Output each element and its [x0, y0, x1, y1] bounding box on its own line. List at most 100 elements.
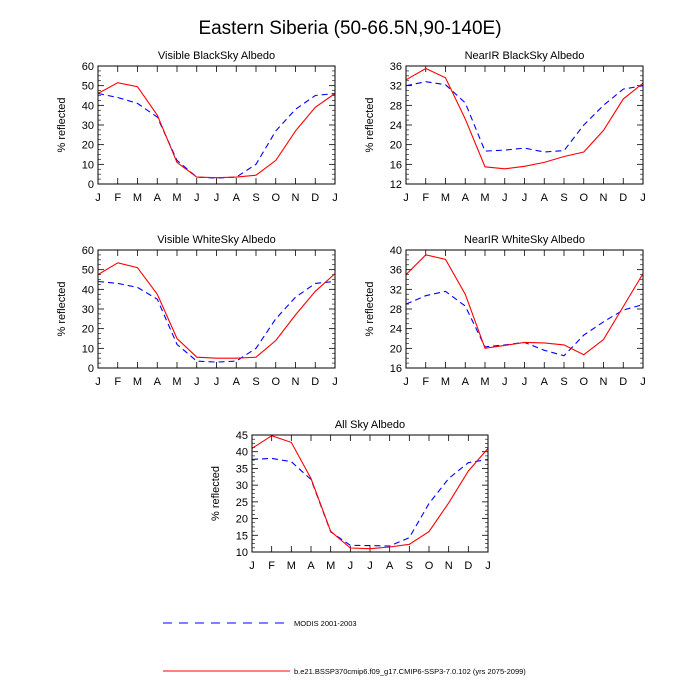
visible-blacksky-albedo-xtick-label: J [214, 192, 220, 204]
legend: MODIS 2001-2003 b.e21.BSSP370cmip6.f09_g… [163, 619, 526, 676]
visible-blacksky-albedo-xtick-label: N [292, 192, 300, 204]
visible-whitesky-albedo-frame [97, 249, 336, 369]
visible-whitesky-albedo-xtick-label: F [114, 376, 121, 388]
nearir-blacksky-albedo-ytick-label: 28 [390, 100, 402, 112]
visible-blacksky-albedo-xtick-label: D [311, 192, 319, 204]
visible-whitesky-albedo-ytick-label: 0 [88, 363, 94, 375]
visible-whitesky-albedo-xtick-label: M [172, 376, 181, 388]
legend-model-label: b.e21.BSSP370cmip6.f09_g17.CMIP6-SSP3-7.… [294, 667, 526, 676]
all-sky-albedo-ytick-label: 45 [236, 430, 248, 442]
nearir-blacksky-albedo-frame [405, 65, 644, 185]
nearir-blacksky-albedo-ytick-label: 24 [390, 120, 402, 132]
nearir-blacksky-albedo-xtick-label: J [403, 192, 409, 204]
nearir-whitesky-albedo-ytick-label: 16 [390, 363, 402, 375]
nearir-whitesky-albedo-xtick-label: M [441, 376, 450, 388]
all-sky-albedo-model-line [251, 435, 489, 550]
all-sky-albedo-xtick-label: S [406, 560, 413, 572]
visible-blacksky-albedo-model-line [97, 82, 336, 179]
nearir-blacksky-albedo-title: NearIR BlackSky Albedo [465, 50, 585, 62]
nearir-whitesky-albedo-modis-line [405, 290, 644, 357]
visible-blacksky-albedo-ytick-label: 10 [82, 159, 94, 171]
visible-whitesky-albedo-xtick-label: O [271, 376, 280, 388]
all-sky-albedo-ytick-label: 10 [236, 547, 248, 559]
nearir-blacksky-albedo-ytick-label: 12 [390, 179, 402, 191]
visible-blacksky-albedo-xtick-label: M [172, 192, 181, 204]
visible-blacksky-albedo-frame [97, 65, 336, 185]
nearir-whitesky-albedo-title: NearIR WhiteSky Albedo [464, 234, 585, 246]
nearir-whitesky-albedo-xtick-label: A [541, 376, 549, 388]
visible-blacksky-albedo-xtick-label: J [194, 192, 200, 204]
nearir-whitesky-albedo-xtick-label: D [619, 376, 627, 388]
visible-whitesky-albedo-xtick-label: A [154, 376, 162, 388]
nearir-blacksky-albedo-xtick-label: M [480, 192, 489, 204]
visible-blacksky-albedo-title: Visible BlackSky Albedo [158, 50, 275, 62]
visible-blacksky-albedo-ytick-label: 30 [82, 120, 94, 132]
all-sky-albedo-frame [251, 434, 489, 553]
visible-whitesky-albedo-ytick-label: 10 [82, 343, 94, 355]
nearir-blacksky-albedo-ylabel: % reflected [364, 97, 376, 152]
visible-whitesky-albedo-model-line [97, 262, 336, 359]
all-sky-albedo-modis-line [251, 457, 489, 547]
legend-modis-label: MODIS 2001-2003 [294, 619, 357, 628]
nearir-blacksky-albedo-model-line [405, 67, 644, 170]
nearir-blacksky-albedo-xtick-label: S [560, 192, 567, 204]
all-sky-albedo-ytick-label: 35 [236, 463, 248, 475]
visible-blacksky-albedo-panel: Visible BlackSky Albedo % reflected 0 10 20 3… [56, 50, 338, 204]
visible-whitesky-albedo-ytick-label: 30 [82, 304, 94, 316]
visible-whitesky-albedo-xtick-label: J [194, 376, 200, 388]
nearir-blacksky-albedo-ytick-label: 20 [390, 140, 402, 152]
visible-whitesky-albedo-xtick-label: D [311, 376, 319, 388]
visible-whitesky-albedo-panel: Visible WhiteSky Albedo % reflected 0 10 20 3… [56, 234, 338, 388]
nearir-whitesky-albedo-ytick-label: 20 [390, 343, 402, 355]
nearir-blacksky-albedo-xtick-label: N [600, 192, 608, 204]
visible-whitesky-albedo-ytick-label: 60 [82, 245, 94, 257]
visible-whitesky-albedo-xtick-label: M [133, 376, 142, 388]
visible-whitesky-albedo-title: Visible WhiteSky Albedo [157, 234, 275, 246]
nearir-whitesky-albedo-frame [405, 249, 644, 369]
nearir-whitesky-albedo-xtick-label: M [480, 376, 489, 388]
all-sky-albedo-xtick-label: J [485, 560, 491, 572]
visible-blacksky-albedo-xtick-label: A [154, 192, 162, 204]
visible-whitesky-albedo-ytick-label: 40 [82, 284, 94, 296]
nearir-whitesky-albedo-xtick-label: F [422, 376, 429, 388]
nearir-blacksky-albedo-xtick-label: F [422, 192, 429, 204]
all-sky-albedo-panel: All Sky Albedo % reflected 10 15 20 25 30 35 40 4… [210, 419, 491, 572]
nearir-whitesky-albedo-xtick-label: A [462, 376, 470, 388]
visible-blacksky-albedo-ytick-label: 60 [82, 61, 94, 73]
nearir-whitesky-albedo-ytick-label: 24 [390, 324, 402, 336]
all-sky-albedo-xtick-label: F [268, 560, 275, 572]
visible-blacksky-albedo-ytick-label: 0 [88, 179, 94, 191]
all-sky-albedo-xtick-label: M [287, 560, 296, 572]
nearir-blacksky-albedo-panel: NearIR BlackSky Albedo % reflected 12 16 20 2… [364, 50, 646, 204]
nearir-whitesky-albedo-xtick-label: J [403, 376, 409, 388]
visible-whitesky-albedo-modis-line [97, 280, 336, 363]
all-sky-albedo-ytick-label: 30 [236, 480, 248, 492]
nearir-blacksky-albedo-ytick-label: 32 [390, 81, 402, 93]
visible-blacksky-albedo-xtick-label: S [252, 192, 259, 204]
visible-blacksky-albedo-ytick-label: 20 [82, 140, 94, 152]
visible-blacksky-albedo-xtick-label: J [332, 192, 338, 204]
visible-whitesky-albedo-xtick-label: S [252, 376, 259, 388]
all-sky-albedo-title: All Sky Albedo [335, 419, 405, 431]
nearir-whitesky-albedo-xtick-label: J [640, 376, 646, 388]
visible-blacksky-albedo-xtick-label: A [233, 192, 241, 204]
all-sky-albedo-ytick-label: 40 [236, 447, 248, 459]
all-sky-albedo-xtick-label: M [326, 560, 335, 572]
all-sky-albedo-xtick-label: D [464, 560, 472, 572]
all-sky-albedo-xtick-label: J [249, 560, 255, 572]
visible-blacksky-albedo-xtick-label: M [133, 192, 142, 204]
nearir-blacksky-albedo-modis-line [405, 81, 644, 153]
all-sky-albedo-xtick-label: O [425, 560, 434, 572]
nearir-whitesky-albedo-ytick-label: 32 [390, 284, 402, 296]
visible-whitesky-albedo-xtick-label: J [332, 376, 338, 388]
all-sky-albedo-xtick-label: A [307, 560, 315, 572]
visible-blacksky-albedo-ytick-label: 50 [82, 81, 94, 93]
nearir-blacksky-albedo-ytick-label: 36 [390, 61, 402, 73]
visible-blacksky-albedo-ylabel: % reflected [56, 97, 68, 152]
visible-whitesky-albedo-xtick-label: N [292, 376, 300, 388]
nearir-blacksky-albedo-xtick-label: A [462, 192, 470, 204]
nearir-whitesky-albedo-panel: NearIR WhiteSky Albedo % reflected 16 20 24 2… [364, 234, 646, 388]
nearir-blacksky-albedo-xtick-label: A [541, 192, 549, 204]
all-sky-albedo-xtick-label: N [445, 560, 453, 572]
